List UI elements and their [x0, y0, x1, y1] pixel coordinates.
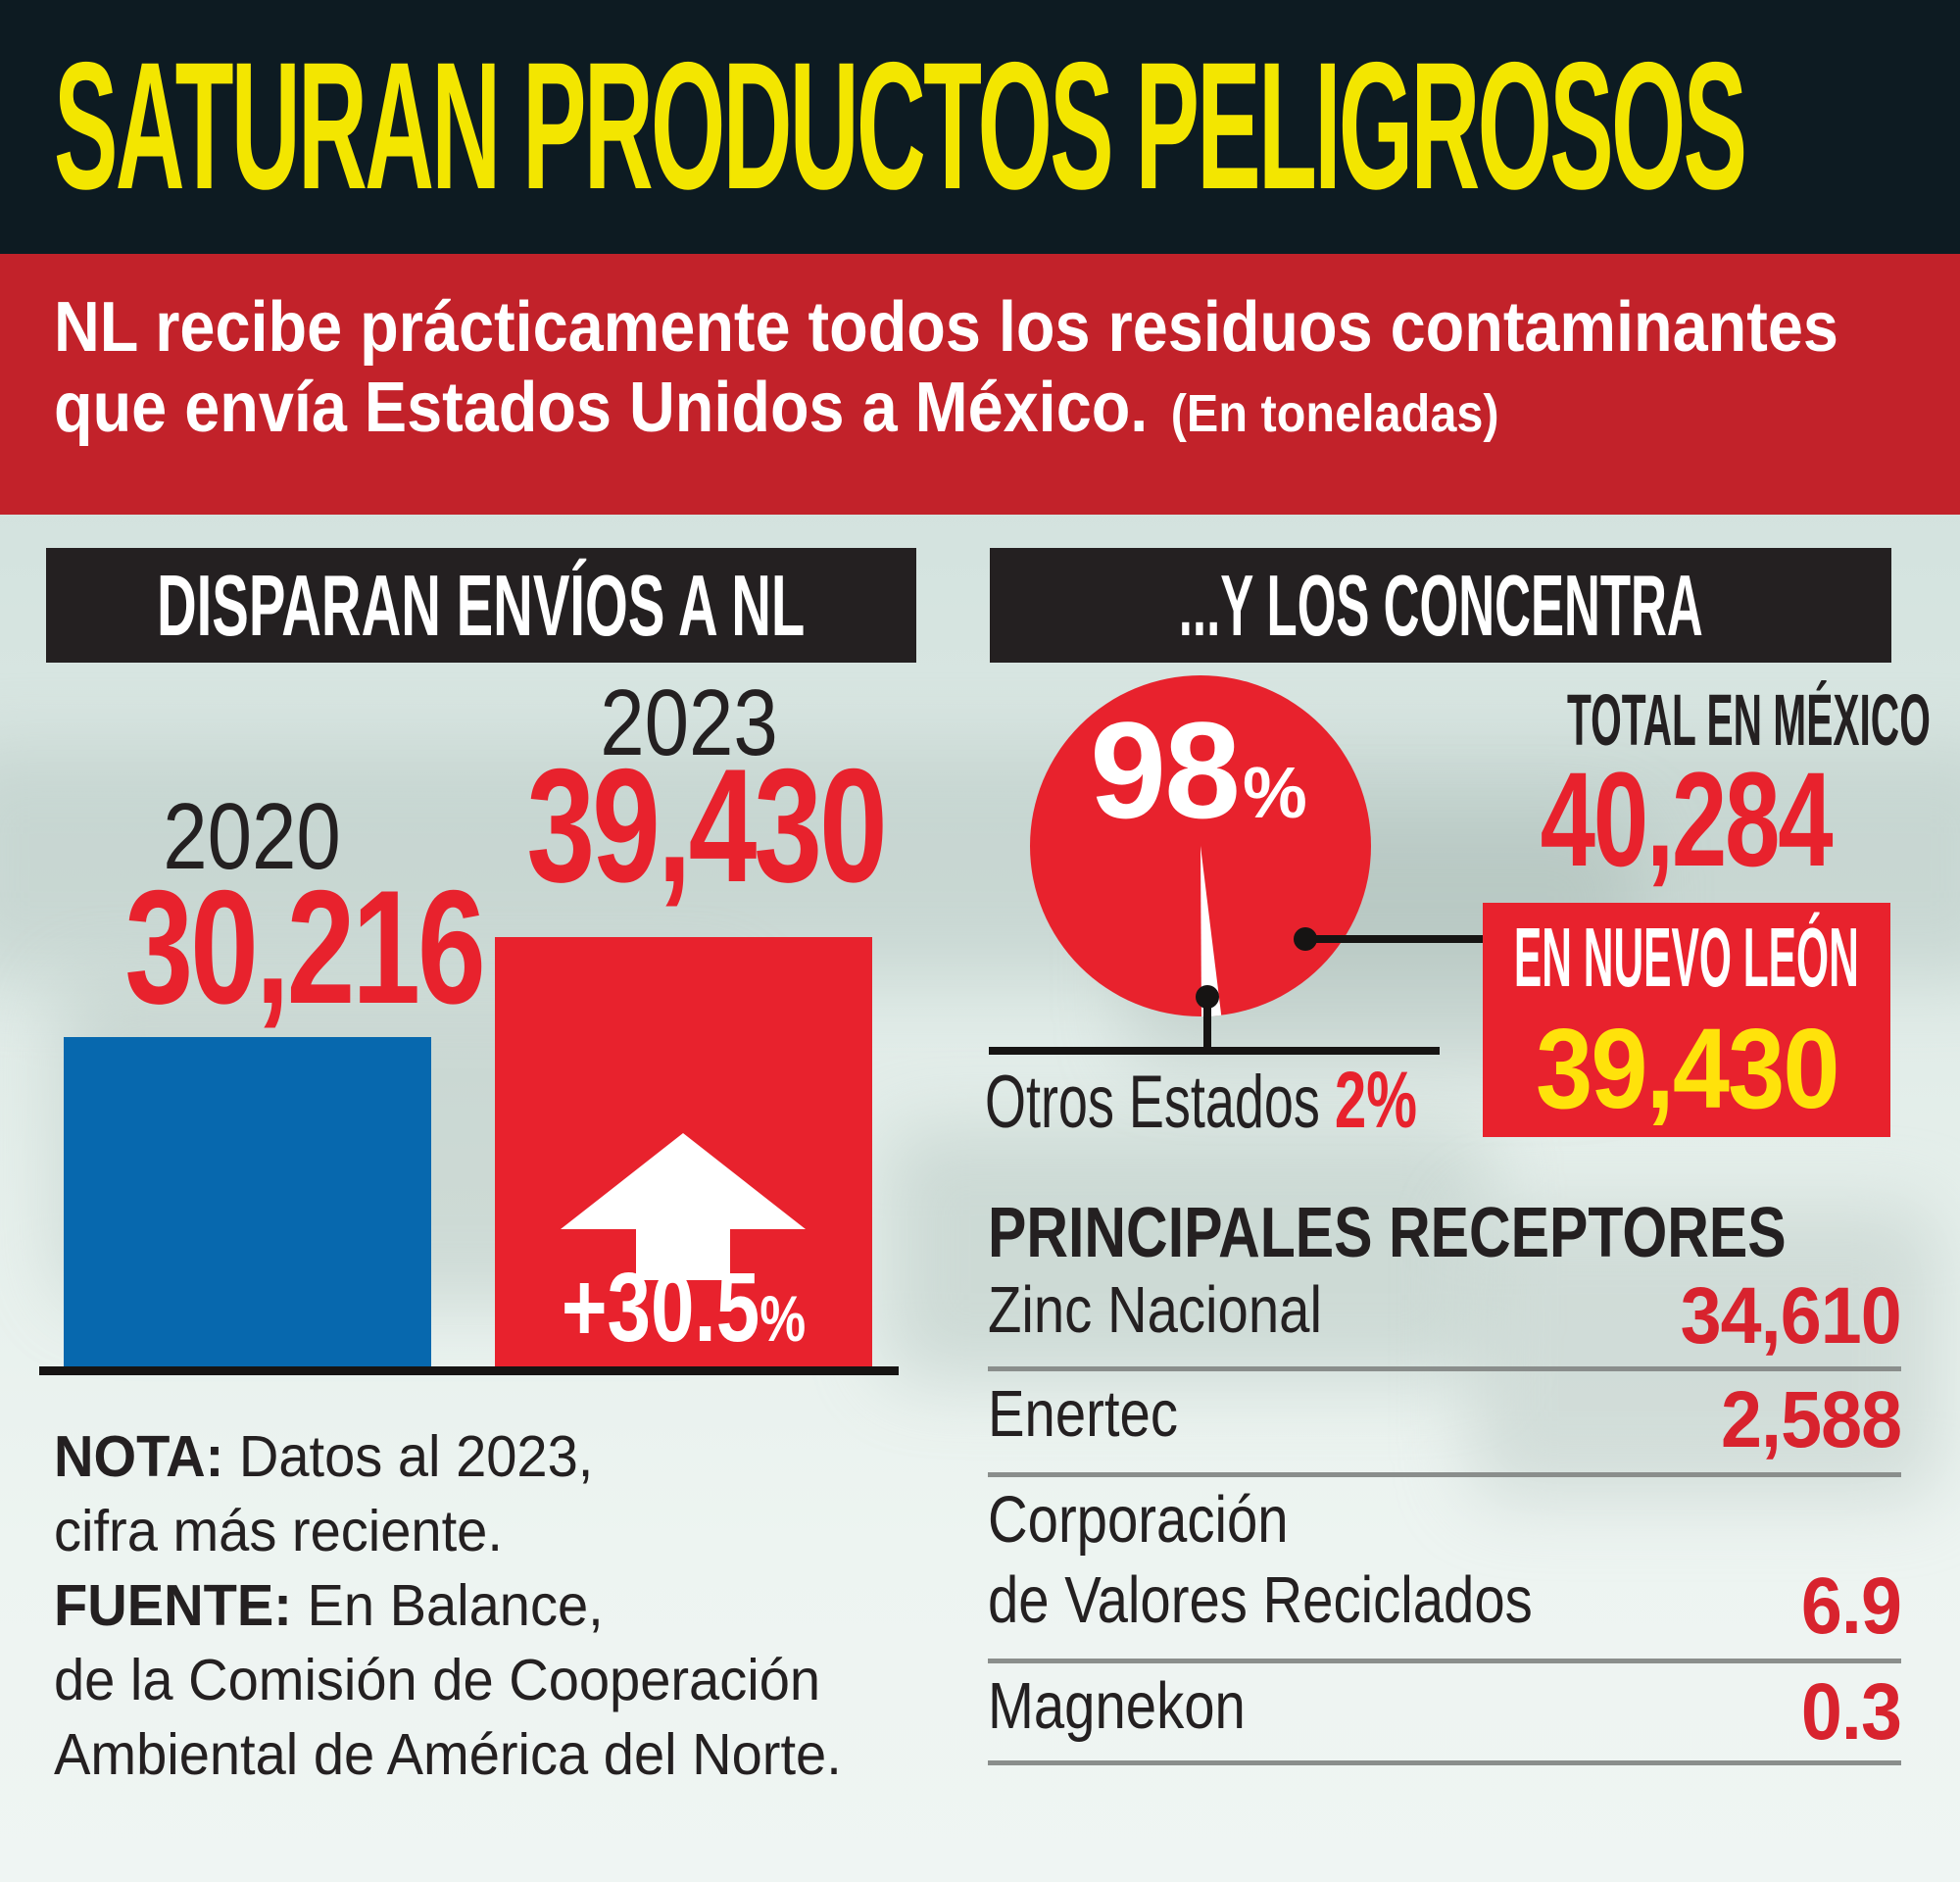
pie-other-label: Otros Estados 2% [985, 1056, 1418, 1145]
table-separator [988, 1366, 1901, 1371]
table-row: Magnekon 0.3 [988, 1666, 1902, 1757]
total-mexico-label: TOTAL EN MÉXICO [1567, 679, 1931, 761]
source-line: de la Comisión de Cooperación [54, 1648, 821, 1712]
bar-chart-baseline [39, 1366, 899, 1375]
change-label: +30.5% [561, 1253, 807, 1362]
connector-dot-nuevo-leon [1294, 927, 1317, 951]
nuevo-leon-callout: EN NUEVO LEÓN 39,430 [1483, 903, 1890, 1137]
receptores-title: PRINCIPALES RECEPTORES [988, 1194, 1787, 1272]
background-photo-shape [882, 1127, 1490, 1382]
receptor-name: Zinc Nacional [988, 1273, 1322, 1347]
connector-line-nuevo-leon [1305, 935, 1483, 943]
intro-text: NL recibe prácticamente todos los residu… [54, 287, 1838, 454]
nuevo-leon-label: EN NUEVO LEÓN [1514, 912, 1859, 1005]
source-line: Ambiental de América del Norte. [54, 1722, 842, 1787]
note-line: NOTA: Datos al 2023, [54, 1424, 594, 1489]
intro-line-1: NL recibe prácticamente todos los residu… [54, 288, 1838, 367]
connector-line-otros-horizontal [989, 1047, 1440, 1055]
table-separator [988, 1659, 1901, 1663]
unit-note: (En toneladas) [1170, 384, 1499, 443]
background-photo-shape [1470, 1206, 1940, 1500]
connector-line-otros-vertical [1203, 997, 1211, 1055]
right-section-header: ...Y LOS CONCENTRA [990, 548, 1891, 663]
page-title: SATURAN PRODUCTOS PELIGROSOS [54, 25, 1747, 227]
intro-line-2: que envía Estados Unidos a México. (En to… [54, 369, 1499, 447]
bar-value-2020: 30,216 [124, 857, 485, 1037]
note-label: NOTA: [54, 1424, 224, 1489]
table-separator [988, 1760, 1901, 1765]
connector-dot-otros [1196, 985, 1219, 1009]
intro-banner: NL recibe prácticamente todos los residu… [0, 254, 1960, 515]
table-row: Enertec 2,588 [988, 1374, 1902, 1464]
source-line: FUENTE: En Balance, [54, 1573, 604, 1638]
bar-value-2023: 39,430 [526, 735, 887, 916]
left-section-header: DISPARAN ENVÍOS A NL [46, 548, 916, 663]
receptor-value: 34,610 [1680, 1271, 1902, 1361]
pie-chart [1030, 675, 1371, 1016]
bar-label-2020: 2020 [163, 784, 341, 889]
table-row: Zinc Nacional 34,610 [988, 1270, 1902, 1361]
receptor-name: Magnekon [988, 1669, 1246, 1743]
top-banner: SATURAN PRODUCTOS PELIGROSOS [0, 0, 1960, 254]
pie-slice-otros-estados [1200, 846, 1222, 1016]
nuevo-leon-value: 39,430 [1535, 1005, 1839, 1132]
percent-sign: % [1242, 752, 1307, 833]
receptor-value: 6.9 [1800, 1561, 1902, 1651]
table-separator [988, 1472, 1901, 1477]
note-source-block: NOTA: Datos al 2023, cifra más reciente.… [54, 1419, 842, 1792]
pie-other-percent: 2% [1334, 1056, 1418, 1145]
bar-label-2023: 2023 [600, 670, 778, 775]
receptor-name: Enertec [988, 1377, 1178, 1451]
arrow-up-icon [561, 1133, 806, 1280]
total-mexico-value: 40,284 [1540, 745, 1834, 895]
receptor-value: 2,588 [1720, 1375, 1902, 1464]
source-label: FUENTE: [54, 1573, 292, 1638]
note-line: cifra más reciente. [54, 1499, 503, 1563]
receptor-value: 0.3 [1800, 1667, 1902, 1757]
receptor-name: Corporación de Valores Reciclados [988, 1483, 1533, 1637]
table-row: Corporación de Valores Reciclados 6.9 [988, 1480, 1902, 1651]
pie-main-percent: 98 % [1090, 693, 1307, 847]
percent-sign: % [760, 1282, 807, 1355]
bar-2020 [64, 1037, 431, 1366]
